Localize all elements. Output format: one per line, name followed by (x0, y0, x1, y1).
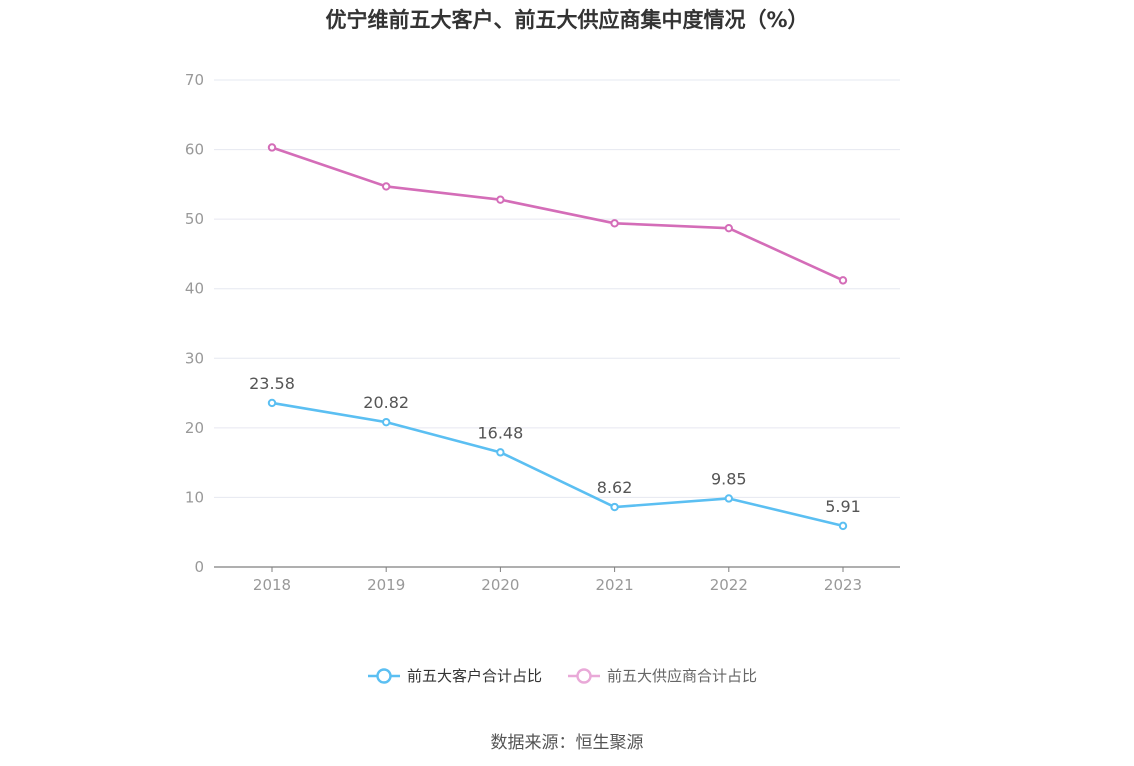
data-point (610, 219, 619, 228)
data-point (724, 223, 733, 233)
data-label-layer: 23.58 20.82 16.48 8.62 9.85 5.91 (249, 374, 861, 516)
y-tick-label: 30 (185, 349, 204, 367)
data-point (382, 182, 391, 191)
data-label: 8.62 (597, 478, 633, 497)
data-label: 23.58 (249, 374, 295, 393)
data-point (267, 143, 277, 152)
series-line-1 (271, 146, 844, 282)
y-tick-label: 60 (185, 141, 204, 159)
legend-label: 前五大客户合计占比 (407, 667, 542, 685)
data-label: 20.82 (363, 393, 409, 412)
legend[interactable]: 前五大客户合计占比 前五大供应商合计占比 (368, 667, 757, 685)
y-tick-label: 70 (185, 71, 204, 89)
grid-layer (214, 79, 900, 498)
legend-item-0[interactable]: 前五大客户合计占比 (368, 667, 542, 685)
source-note: 数据来源：恒生聚源 (490, 733, 644, 753)
data-point (724, 494, 733, 503)
legend-marker-icon (376, 668, 392, 684)
data-label: 16.48 (477, 423, 523, 442)
axis-layer: 0 10 20 30 40 50 60 70 2018 2019 2020 2021 2022 2023 (185, 71, 900, 594)
data-point (267, 398, 277, 408)
data-point (496, 448, 505, 457)
data-point (496, 195, 505, 204)
data-label: 9.85 (711, 469, 747, 488)
y-tick-label: 0 (194, 558, 204, 576)
y-tick-label: 10 (185, 488, 204, 506)
y-tick-label: 50 (185, 210, 204, 228)
x-tick-label: 2020 (481, 576, 519, 594)
legend-label: 前五大供应商合计占比 (607, 667, 757, 685)
x-tick-label: 2023 (824, 576, 862, 594)
x-tick-label: 2022 (710, 576, 748, 594)
data-point (838, 276, 848, 285)
chart-title: 优宁维前五大客户、前五大供应商集中度情况（%） (325, 8, 809, 32)
data-label: 5.91 (825, 497, 861, 516)
y-tick-label: 40 (185, 280, 204, 298)
series-layer (267, 143, 848, 531)
data-point (382, 417, 391, 427)
legend-marker-icon (576, 668, 592, 684)
data-point (838, 521, 848, 531)
x-tick-label: 2021 (596, 576, 634, 594)
legend-item-1[interactable]: 前五大供应商合计占比 (568, 667, 757, 685)
series-line-0 (271, 401, 844, 528)
x-tick-label: 2018 (253, 576, 291, 594)
y-tick-label: 20 (185, 419, 204, 437)
x-tick-label: 2019 (367, 576, 405, 594)
data-point (610, 502, 619, 512)
